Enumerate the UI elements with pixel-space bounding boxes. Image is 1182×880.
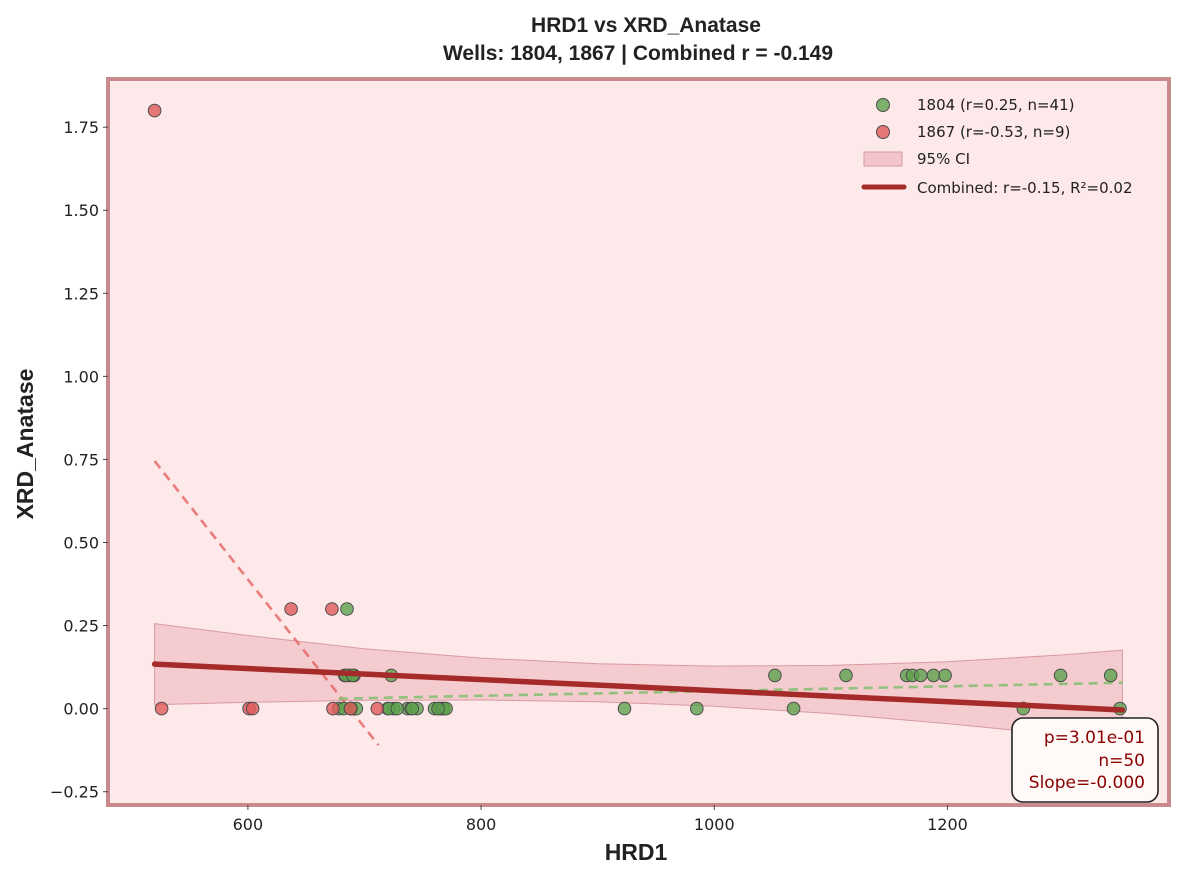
combined-fit-line [151,661,1126,713]
y-tick-label: −0.25 [50,783,99,802]
data-point-1804 [938,668,952,683]
x-tick-label: 600 [233,815,264,834]
legend-marker-1867 [876,125,890,139]
data-point-1804 [390,701,405,716]
x-axis-ticks: 600 800 1000 1200 [233,805,968,834]
y-tick-label: 1.00 [63,367,99,386]
legend-label-ci: 95% CI [917,150,970,168]
legend-label-1804: 1804 (r=0.25, n=41) [917,96,1074,114]
data-point-1804 [405,701,420,716]
legend-label-1867: 1867 (r=-0.53, n=9) [917,123,1070,141]
data-point-1867 [245,701,260,716]
data-point-1804 [1053,668,1068,683]
y-tick-label: 0.75 [63,450,99,469]
y-tick-label: 1.50 [63,201,99,220]
data-point-1804 [617,701,632,716]
legend-label-combined: Combined: r=-0.15, R²=0.02 [917,179,1133,197]
data-point-1867 [343,701,358,716]
y-tick-label: 0.50 [63,534,99,553]
data-point-1804 [768,668,782,683]
stats-box: p=3.01e-01 n=50 Slope=-0.000 [1011,717,1159,803]
stats-slope: Slope=-0.000 [1029,773,1145,793]
data-point-1804 [431,701,445,716]
plot-area [108,79,1169,805]
x-tick-label: 1200 [927,815,968,834]
stats-p-value: p=3.01e-01 [1044,728,1145,748]
data-point-1867 [326,701,340,716]
data-point-1867 [370,701,385,716]
data-point-1804 [913,668,928,683]
y-axis-label: XRD_Anatase [12,369,38,520]
data-point-1867 [154,701,169,716]
data-point-1804 [340,602,354,616]
y-tick-label: 1.25 [63,284,99,303]
data-point-1804 [839,668,853,683]
y-tick-label: 1.75 [63,118,99,137]
legend: 1804 (r=0.25, n=41) 1867 (r=-0.53, n=9) … [861,96,1133,197]
y-tick-label: 0.25 [63,617,99,636]
data-point-1867 [325,602,339,616]
data-point-layer [147,103,1127,716]
legend-ci-swatch [863,151,903,167]
chart-subtitle: Wells: 1804, 1867 | Combined r = -0.149 [443,42,833,65]
data-point-1804 [690,701,704,716]
stats-box-frame [1011,717,1159,803]
plot-frame [106,77,1171,807]
data-point-1804 [926,668,941,683]
y-axis-ticks: −0.25 0.00 0.25 0.50 0.75 1.00 1.25 1.50 1.75 [50,118,108,802]
chart-title: HRD1 vs XRD_Anatase [531,14,761,37]
x-tick-label: 1000 [694,815,735,834]
combined-fit-layer [151,661,1126,713]
data-point-1804 [1103,668,1118,683]
x-axis-label: HRD1 [605,839,668,865]
data-point-1867 [284,602,298,616]
legend-marker-1804 [876,98,890,112]
x-tick-label: 800 [466,815,497,834]
stats-n: n=50 [1098,751,1145,771]
data-point-1804 [786,701,801,716]
data-point-1867 [147,103,162,118]
y-tick-label: 0.00 [63,700,99,719]
